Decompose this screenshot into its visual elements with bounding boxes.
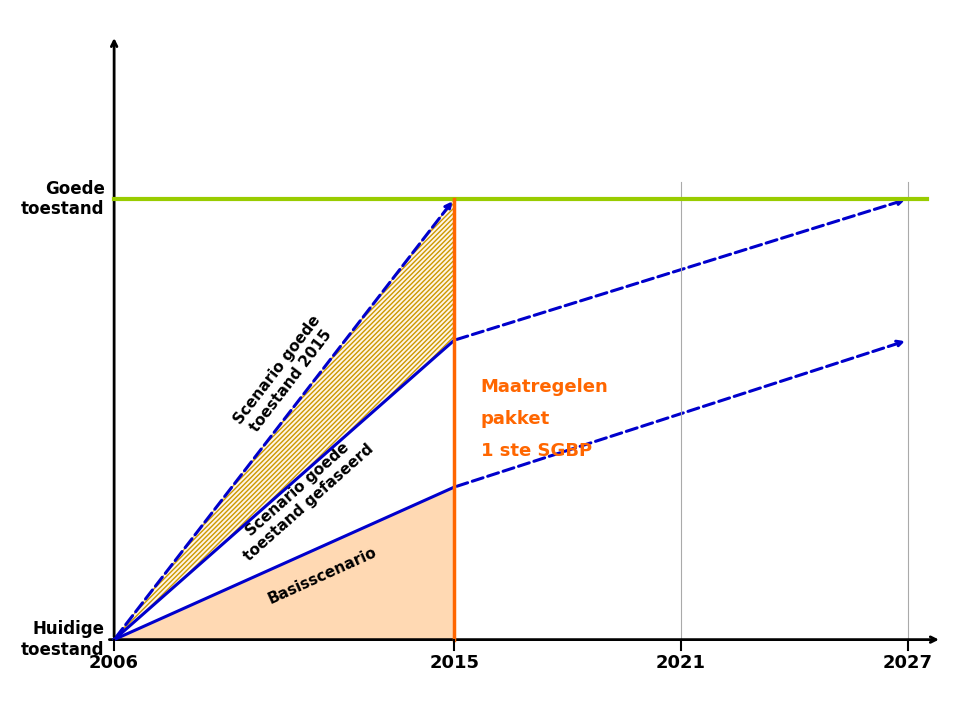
Text: Goede
toestand: Goede toestand bbox=[21, 179, 105, 218]
Text: 2006: 2006 bbox=[89, 654, 139, 672]
Text: Huidige
toestand: Huidige toestand bbox=[21, 620, 105, 659]
Text: 2027: 2027 bbox=[882, 654, 933, 672]
Polygon shape bbox=[114, 487, 454, 639]
Text: Basisscenario: Basisscenario bbox=[265, 544, 378, 607]
Text: Scenario goede
toestand 2015: Scenario goede toestand 2015 bbox=[231, 312, 337, 438]
Text: Scenario goede
toestand gefaseerd: Scenario goede toestand gefaseerd bbox=[229, 428, 376, 564]
Text: Maatregelen
pakket
1 ste SGBP: Maatregelen pakket 1 ste SGBP bbox=[481, 378, 609, 460]
Text: 2021: 2021 bbox=[656, 654, 706, 672]
Text: 2015: 2015 bbox=[429, 654, 479, 672]
